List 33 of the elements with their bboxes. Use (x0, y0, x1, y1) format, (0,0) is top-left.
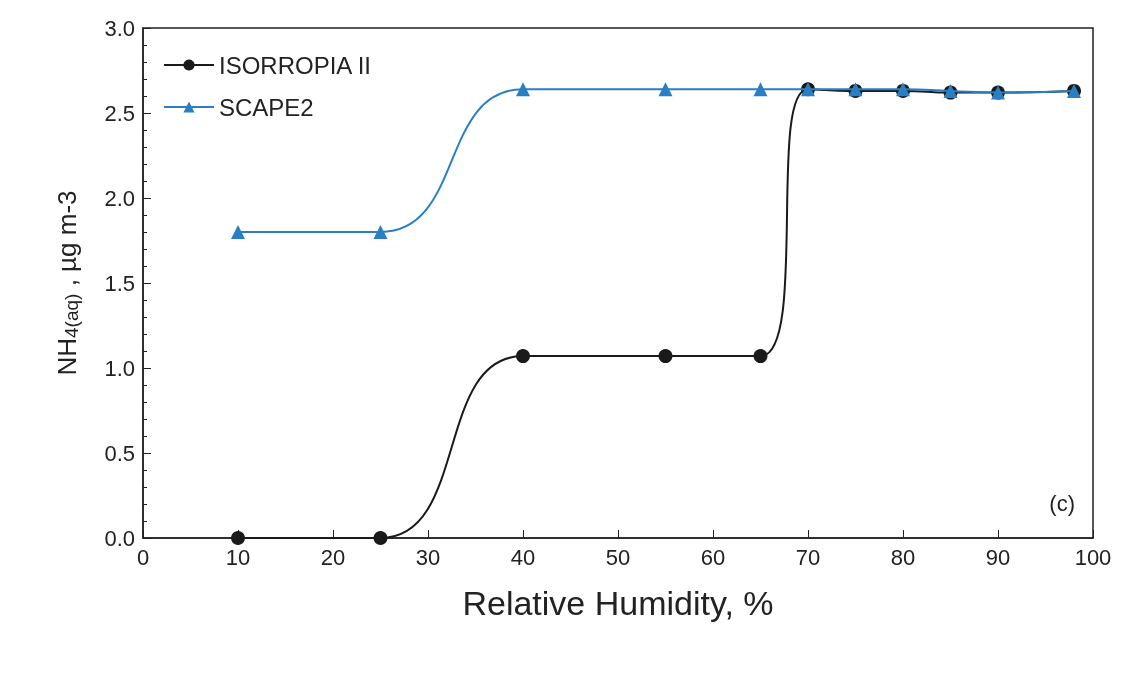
x-tick-label: 70 (795, 544, 821, 570)
x-axis-title: Relative Humidity, % (462, 584, 774, 622)
x-tick-label: 100 (1074, 544, 1112, 570)
x-tick-label: 80 (890, 544, 916, 570)
x-tick-label: 20 (320, 544, 346, 570)
legend-label: ISORROPIA II (219, 51, 372, 79)
point (516, 349, 530, 364)
x-tick-label: 50 (605, 544, 631, 570)
point (753, 82, 768, 97)
x-tick-label: 30 (415, 544, 441, 570)
point (231, 225, 245, 239)
x-tick-label: 40 (510, 544, 536, 570)
point (373, 531, 388, 545)
annotation: (c) (1049, 490, 1075, 516)
y-tick-label: 2.0 (104, 185, 135, 211)
point (658, 82, 673, 97)
point (373, 225, 388, 239)
x-tick-label: 90 (985, 544, 1011, 570)
y-tick-label: 3.0 (104, 15, 135, 41)
point (753, 349, 768, 364)
x-tick-label: 10 (225, 544, 251, 570)
point (231, 531, 245, 545)
y-tick-label: 1.0 (104, 355, 135, 381)
y-tick-label: 0.5 (104, 440, 135, 466)
y-axis-title: NH4(aq) , µg m-3 (51, 190, 82, 376)
x-tick-label: 0 (136, 544, 150, 570)
legend-label: SCAPE2 (219, 93, 314, 121)
y-tick-label: 0.0 (104, 525, 135, 551)
point (658, 349, 673, 364)
y-tick-label: 1.5 (104, 270, 135, 296)
point (516, 82, 530, 97)
x-tick-label: 60 (700, 544, 726, 570)
y-tick-label: 2.5 (104, 100, 135, 126)
